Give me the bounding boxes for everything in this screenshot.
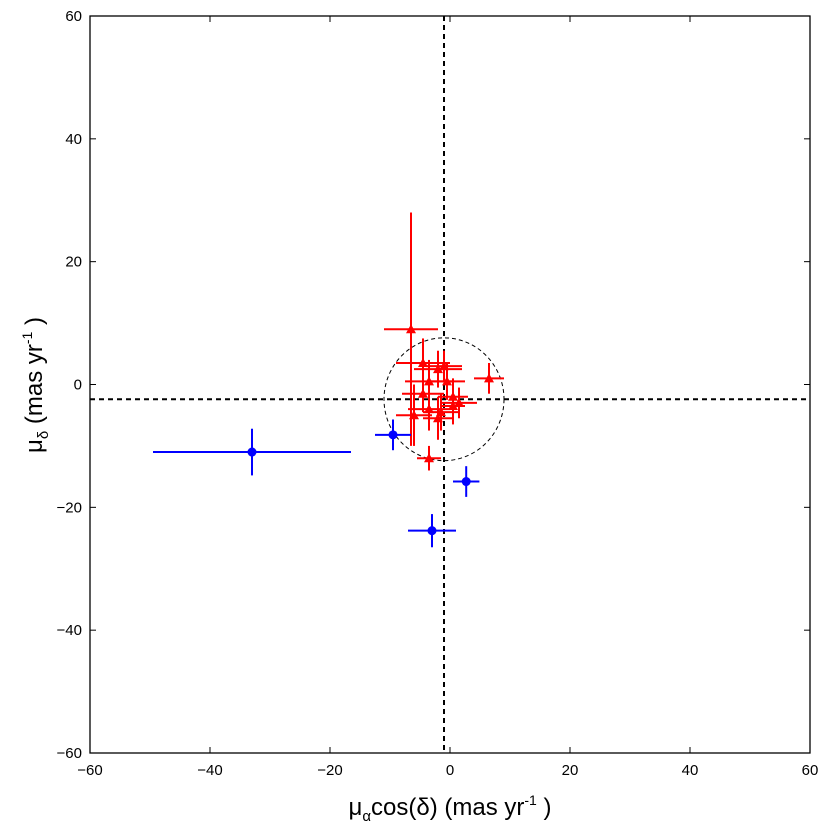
series-triangles	[384, 212, 504, 471]
data-point-triangle	[424, 453, 434, 463]
data-point-triangle	[424, 404, 434, 414]
y-tick-label: −40	[57, 622, 82, 639]
x-tick-label: 60	[802, 762, 819, 779]
y-tick-label: −20	[57, 499, 82, 516]
x-axis-label: μαcos(δ) (mas yr-1 )	[349, 792, 552, 825]
x-tick-label: −60	[77, 762, 102, 779]
x-tick-label: −40	[197, 762, 222, 779]
data-point-triangle	[484, 373, 494, 383]
data-point-triangle	[433, 413, 443, 423]
series-circles	[153, 419, 480, 548]
x-tick-label: 20	[562, 762, 579, 779]
data-point-triangle	[448, 400, 458, 410]
data-point-triangle	[406, 324, 416, 334]
data-point-triangle	[433, 364, 443, 374]
data-point-triangle	[454, 397, 464, 407]
data-point-triangle	[418, 388, 428, 398]
data-point-circle	[388, 430, 398, 440]
data-point-triangle	[442, 376, 452, 386]
y-tick-label: 0	[74, 377, 82, 394]
tick-layer: −60 −40 −20 0 20 40 60 −60 −40 −20 0 20 40 60	[57, 8, 819, 779]
data-point-circle	[247, 447, 257, 457]
data-layer	[153, 212, 504, 548]
reference-circle	[383, 337, 505, 462]
y-tick-label: −60	[57, 745, 82, 762]
data-point-triangle	[418, 358, 428, 368]
y-tick-label: 40	[65, 131, 82, 148]
x-tick-label: −20	[317, 762, 342, 779]
data-point-triangle	[409, 410, 419, 420]
y-tick-label: 20	[65, 254, 82, 271]
data-point-circle	[427, 526, 437, 536]
y-tick-label: 60	[65, 8, 82, 25]
x-tick-label: 0	[446, 762, 454, 779]
data-point-circle	[461, 477, 471, 487]
x-tick-label: 40	[682, 762, 699, 779]
y-axis-label: μδ (mas yr-1 )	[19, 317, 52, 453]
